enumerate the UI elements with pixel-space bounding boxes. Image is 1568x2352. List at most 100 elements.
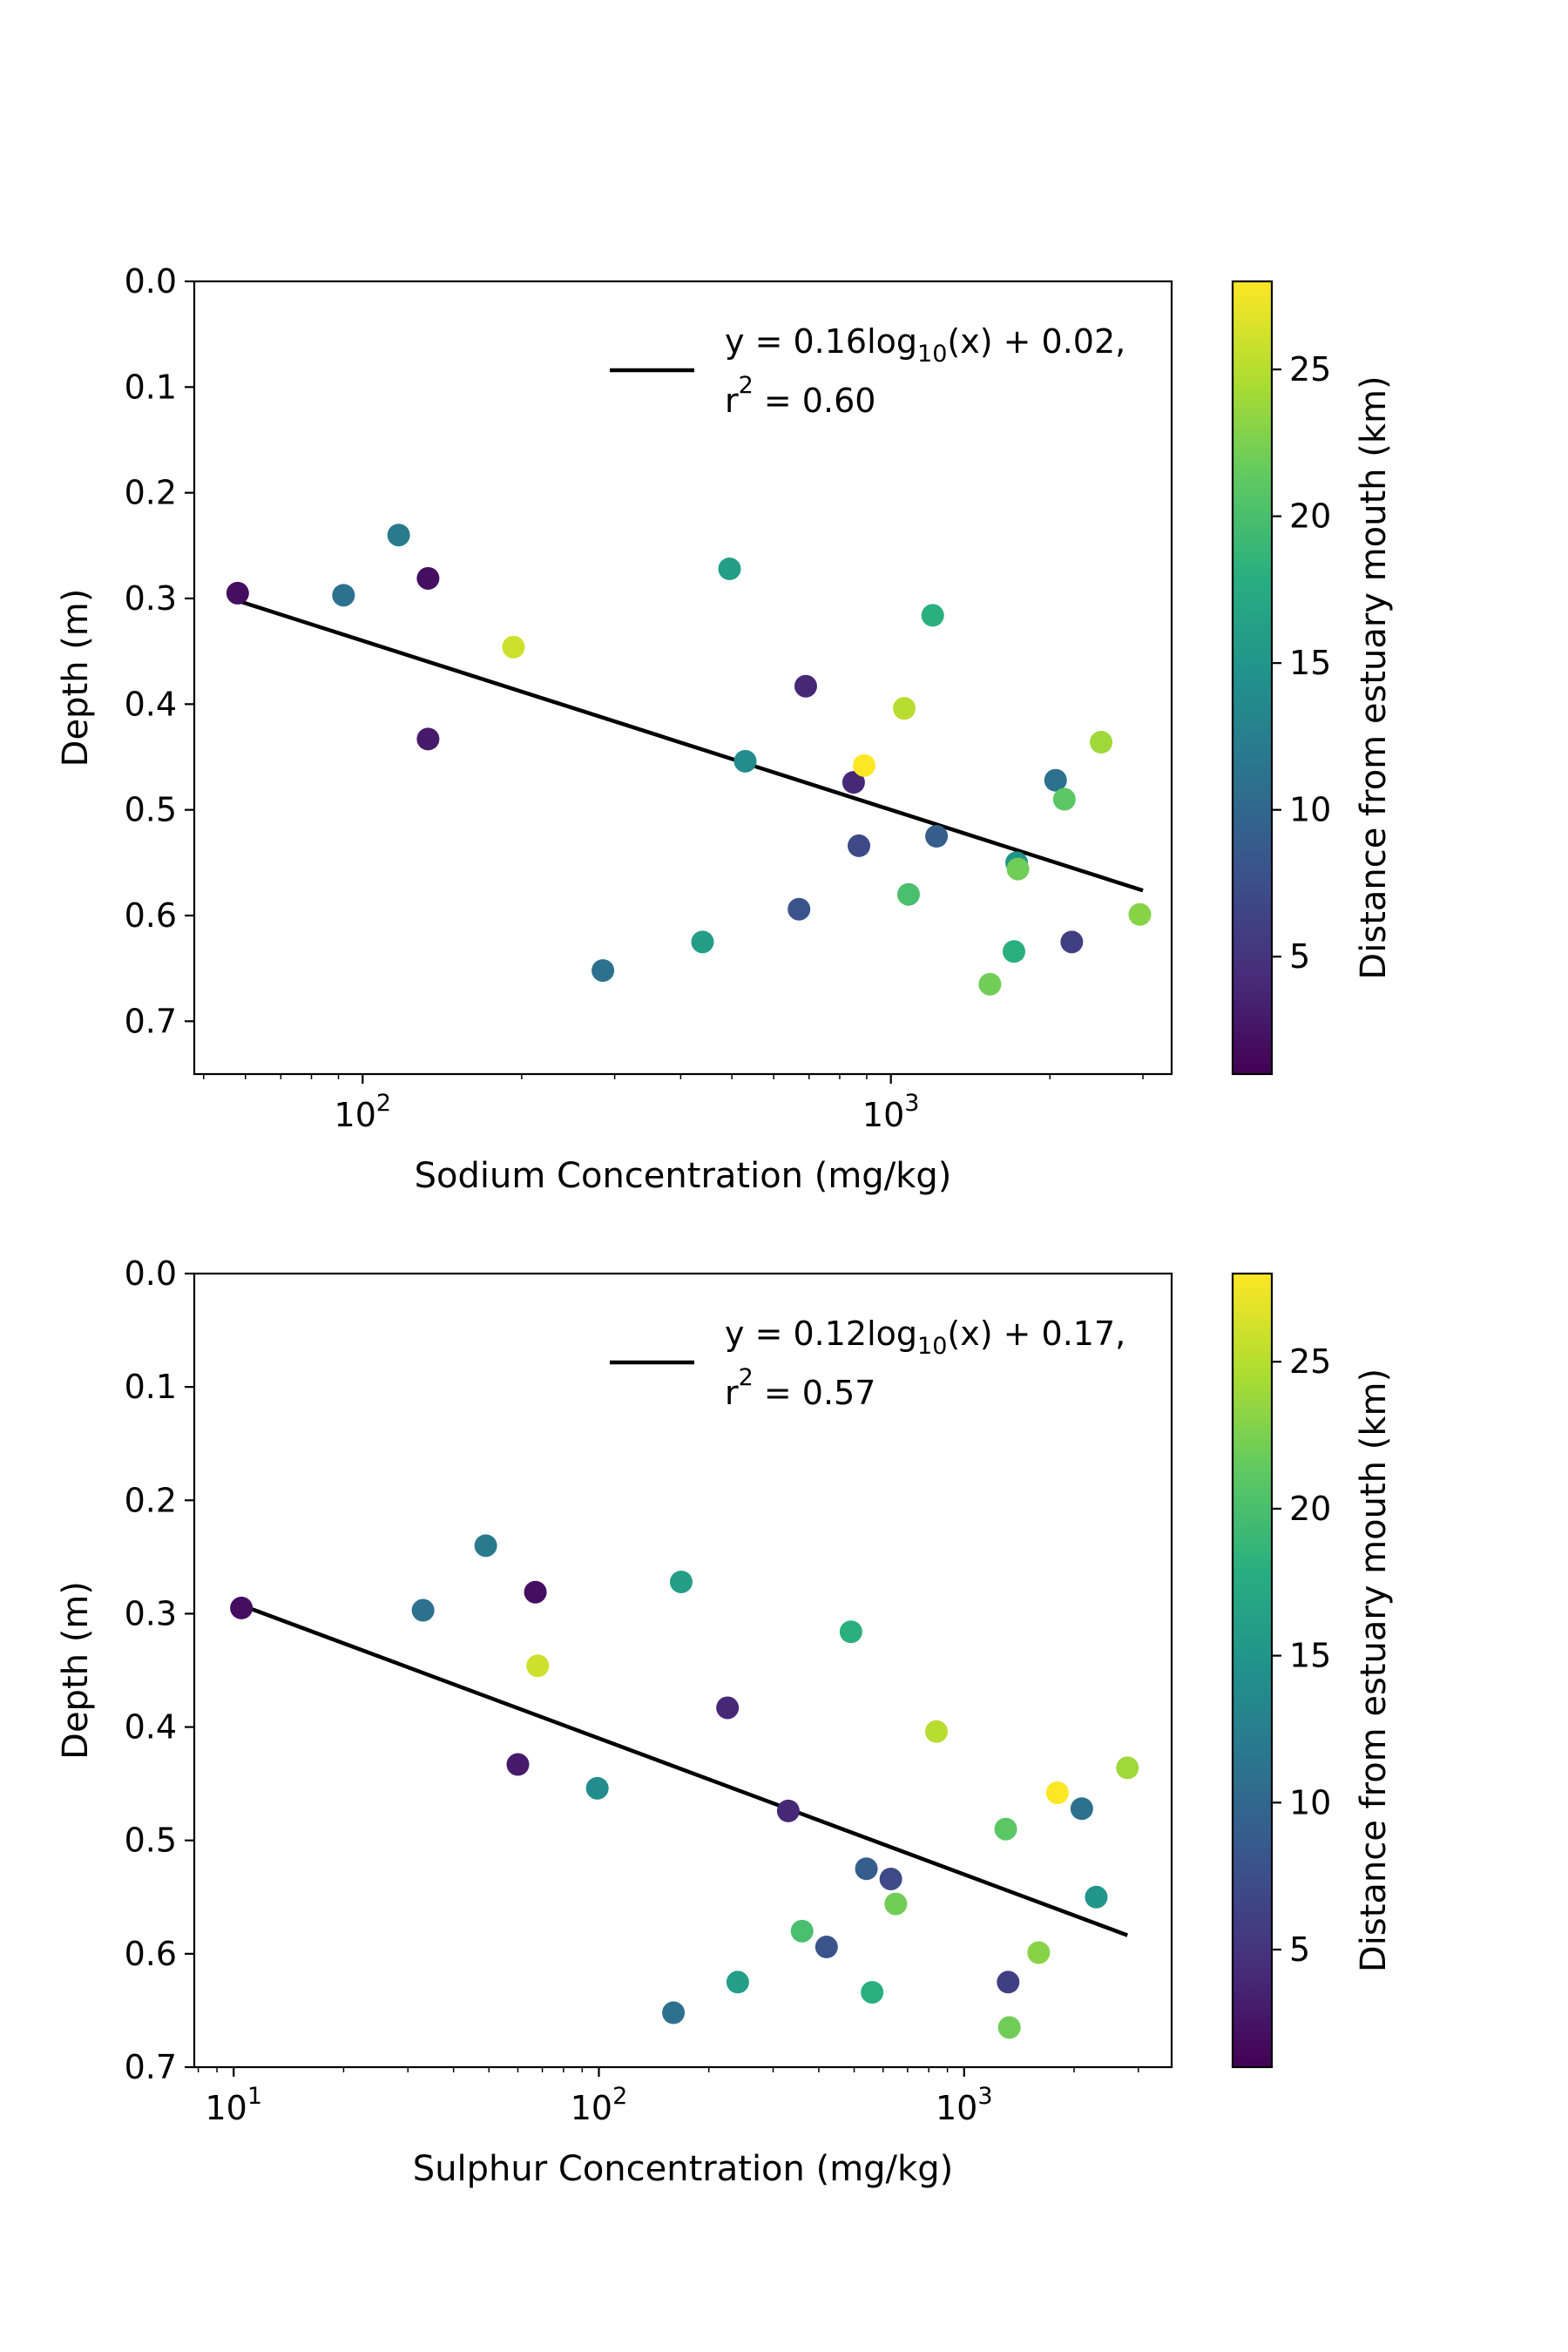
- y-tick-label: 0.6: [125, 896, 177, 935]
- data-point: [794, 674, 817, 698]
- data-point: [718, 558, 741, 581]
- x-tick-exponent: 2: [612, 2083, 627, 2110]
- data-point: [1070, 1797, 1093, 1821]
- data-point: [506, 1753, 530, 1776]
- data-point: [1045, 1781, 1069, 1805]
- data-point: [921, 604, 944, 627]
- plot-frame: [193, 280, 1173, 1076]
- data-point: [691, 930, 714, 954]
- x-tick-label: 102: [335, 1090, 392, 1134]
- plot-frame: [193, 1272, 1173, 2069]
- x-tick-exponent: 3: [977, 2083, 992, 2110]
- colorbar-tick-label: 5: [1289, 1930, 1310, 1969]
- data-point: [997, 1970, 1020, 1994]
- data-point: [814, 1936, 838, 1959]
- data-point: [1128, 902, 1152, 926]
- data-point: [848, 834, 871, 857]
- data-point: [1090, 731, 1113, 754]
- data-point: [1085, 1885, 1108, 1909]
- data-point: [893, 697, 916, 720]
- data-point: [726, 1970, 749, 1994]
- data-point: [978, 972, 1002, 996]
- data-point: [387, 524, 410, 547]
- legend-r-part: = 0.57: [754, 1374, 876, 1412]
- x-tick-label: 103: [936, 2083, 993, 2127]
- x-axis-label: Sodium Concentration (mg/kg): [415, 1156, 952, 1196]
- legend-equation-part: y = 0.12log: [725, 1315, 917, 1353]
- colorbar-tick-label: 10: [1289, 1783, 1331, 1821]
- colorbar-tick-label: 20: [1289, 1490, 1331, 1528]
- data-point: [841, 771, 865, 794]
- colorbar-tick-label: 25: [1289, 1342, 1331, 1381]
- data-point: [416, 727, 440, 751]
- x-tick-base: 10: [862, 1096, 904, 1134]
- legend-r-part: r: [725, 382, 739, 420]
- data-point: [1060, 930, 1084, 954]
- data-point: [332, 584, 355, 607]
- legend-r-squared: r2 = 0.60: [725, 372, 875, 420]
- data-point: [1044, 768, 1067, 792]
- data-point: [790, 1919, 814, 1943]
- y-tick-label: 0.3: [125, 579, 177, 618]
- colorbar-tick-label: 15: [1289, 644, 1331, 682]
- y-tick-label: 0.4: [125, 1708, 177, 1747]
- y-tick-label: 0.7: [125, 2048, 177, 2086]
- legend-equation-part: (x) + 0.17,: [947, 1315, 1125, 1353]
- data-point: [879, 1867, 902, 1890]
- data-point: [1006, 857, 1030, 881]
- legend-r-superscript: 2: [739, 1364, 754, 1391]
- y-tick-label: 0.7: [125, 1002, 177, 1040]
- x-tick-base: 10: [335, 1096, 376, 1134]
- data-point: [925, 1720, 949, 1743]
- data-point: [1116, 1756, 1139, 1780]
- x-tick-exponent: 3: [904, 1090, 919, 1117]
- legend-equation-subscript: 10: [917, 1333, 947, 1360]
- y-axis-label: Depth (m): [56, 589, 96, 767]
- x-tick-label: 102: [571, 2083, 628, 2127]
- data-point: [591, 959, 615, 983]
- data-point: [855, 1857, 878, 1881]
- data-point: [776, 1799, 800, 1822]
- data-point: [997, 2016, 1021, 2039]
- data-point: [853, 754, 876, 777]
- legend-r-superscript: 2: [739, 372, 754, 399]
- x-tick-label: 103: [862, 1090, 920, 1134]
- colorbar: 5 10 15 20 25 Distance from estuary mouth (km…: [1231, 280, 1394, 1076]
- data-point: [474, 1534, 497, 1558]
- data-point: [884, 1892, 908, 1916]
- y-tick-label: 0.2: [125, 1481, 177, 1519]
- colorbar-frame: [1231, 1272, 1274, 2069]
- x-tick-label: 101: [205, 2083, 262, 2127]
- data-point: [861, 1981, 884, 2004]
- data-point: [839, 1620, 862, 1644]
- legend: y = 0.12log10(x) + 0.17, r2 = 0.57: [610, 1315, 1125, 1412]
- legend-r-part: r: [725, 1374, 739, 1412]
- y-tick-label: 0.2: [125, 474, 177, 512]
- data-point: [1002, 940, 1025, 963]
- legend-r-squared: r2 = 0.57: [725, 1364, 875, 1412]
- colorbar-frame: [1231, 280, 1274, 1076]
- colorbar-label: Distance from estuary mouth (km): [1354, 1369, 1394, 1972]
- data-point: [502, 635, 525, 659]
- y-tick-label: 0.0: [125, 1254, 177, 1293]
- y-tick-label: 0.6: [125, 1935, 177, 1973]
- data-point: [411, 1598, 435, 1622]
- x-tick-base: 10: [936, 2089, 977, 2127]
- x-tick-base: 10: [205, 2089, 247, 2127]
- y-tick-label: 0.5: [125, 1821, 177, 1860]
- legend-equation-subscript: 10: [917, 341, 947, 368]
- legend-equation-part: y = 0.16log: [725, 322, 917, 361]
- regression-line: [237, 598, 1144, 893]
- colorbar-tick-label: 10: [1289, 791, 1331, 829]
- legend-equation-part: (x) + 0.02,: [947, 322, 1125, 361]
- data-point: [524, 1580, 547, 1604]
- x-tick-base: 10: [571, 2089, 612, 2127]
- y-tick-label: 0.4: [125, 685, 177, 723]
- colorbar: 5 10 15 20 25 Distance from estuary mouth (km…: [1231, 1272, 1394, 2069]
- colorbar-tick-label: 25: [1289, 350, 1331, 389]
- legend-equation: y = 0.16log10(x) + 0.02,: [725, 322, 1125, 368]
- data-point: [230, 1596, 253, 1619]
- y-tick-label: 0.1: [125, 368, 177, 406]
- y-tick-label: 0.5: [125, 791, 177, 829]
